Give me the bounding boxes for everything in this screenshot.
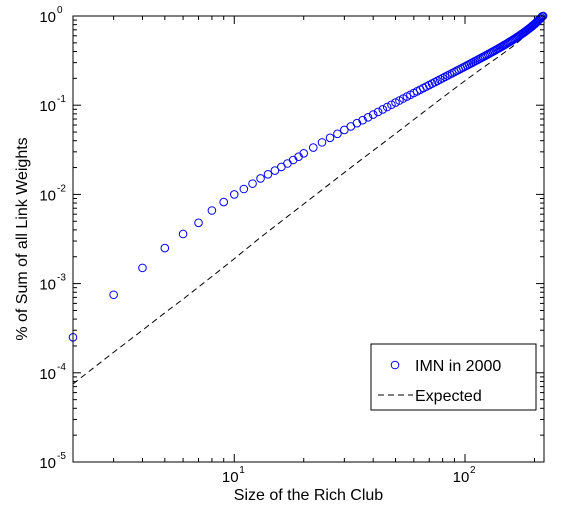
- y-tick-label-base: 10: [39, 98, 56, 115]
- imn-point: [387, 100, 396, 110]
- x-tick-label-base: 10: [453, 469, 470, 486]
- y-tick-label-exp: -1: [57, 94, 66, 105]
- ticks-layer: [72, 15, 544, 463]
- plot-frame: [72, 15, 545, 463]
- y-axis-title: % of Sum of all Link Weights: [14, 137, 31, 340]
- x-tick-label: 10 2: [453, 465, 476, 486]
- expected-line: [72, 16, 544, 385]
- imn-point: [308, 143, 318, 152]
- y-tick-label-base: 10: [39, 455, 56, 472]
- imn-point: [317, 138, 327, 147]
- imn-point: [229, 190, 239, 199]
- imn-point: [363, 112, 373, 122]
- y-tick-label-exp: 0: [57, 5, 63, 16]
- imn-point: [270, 166, 280, 175]
- imn-point: [219, 197, 229, 207]
- labels-layer: 10 1 10 210 010 -110 -210 -310 -410 -5: [39, 5, 476, 486]
- x-tick-label-exp: 1: [239, 465, 245, 476]
- y-tick-label-base: 10: [39, 187, 56, 204]
- imn-point: [378, 105, 388, 114]
- y-tick-label-base: 10: [39, 366, 56, 383]
- imn-point: [160, 243, 170, 253]
- x-axis-title: Size of the Rich Club: [234, 487, 384, 504]
- legend-label-expected: Expected: [415, 388, 482, 405]
- imn-point: [263, 170, 273, 179]
- y-tick-label-exp: -3: [57, 273, 66, 284]
- imn-point: [256, 174, 265, 183]
- y-tick-label-exp: -2: [57, 183, 66, 194]
- x-tick-label-base: 10: [222, 469, 239, 486]
- y-tick-label: 10 -2: [39, 183, 66, 204]
- imn-point: [248, 179, 257, 188]
- y-tick-label: 10 -1: [39, 94, 66, 115]
- imn-point: [178, 229, 188, 239]
- imn-point: [382, 102, 392, 112]
- legend-label-imn: IMN in 2000: [415, 358, 501, 375]
- legend-box: [370, 343, 537, 411]
- y-tick-label: 10 -5: [39, 451, 66, 472]
- imn-point: [299, 148, 309, 158]
- x-tick-label: 10 1: [222, 465, 245, 486]
- imn-point: [207, 206, 217, 215]
- y-tick-label-exp: -5: [57, 451, 66, 462]
- imn-point: [340, 125, 349, 135]
- legend-marker-imn: [390, 360, 400, 370]
- x-tick-label-exp: 2: [470, 465, 476, 476]
- imn-point: [445, 70, 455, 79]
- imn-point: [368, 110, 378, 119]
- imn-point: [358, 115, 367, 125]
- imn-point: [325, 133, 335, 143]
- imn-point: [333, 129, 342, 139]
- imn-point: [239, 184, 249, 194]
- imn-point: [373, 107, 383, 117]
- y-tick-label-base: 10: [39, 277, 56, 294]
- legend: IMN in 2000 Expected: [370, 343, 537, 411]
- y-tick-label: 10 0: [39, 5, 63, 26]
- series-layer: [68, 11, 548, 385]
- imn-point: [194, 218, 203, 228]
- imn-point: [443, 71, 452, 80]
- y-tick-label-exp: -4: [57, 362, 66, 373]
- imn-point: [447, 68, 457, 78]
- y-tick-label-base: 10: [39, 9, 56, 26]
- imn-point: [536, 13, 546, 22]
- y-tick-label: 10 -3: [39, 273, 66, 294]
- imn-point: [109, 290, 118, 300]
- y-tick-label: 10 -4: [39, 362, 66, 383]
- imn-point: [138, 263, 147, 273]
